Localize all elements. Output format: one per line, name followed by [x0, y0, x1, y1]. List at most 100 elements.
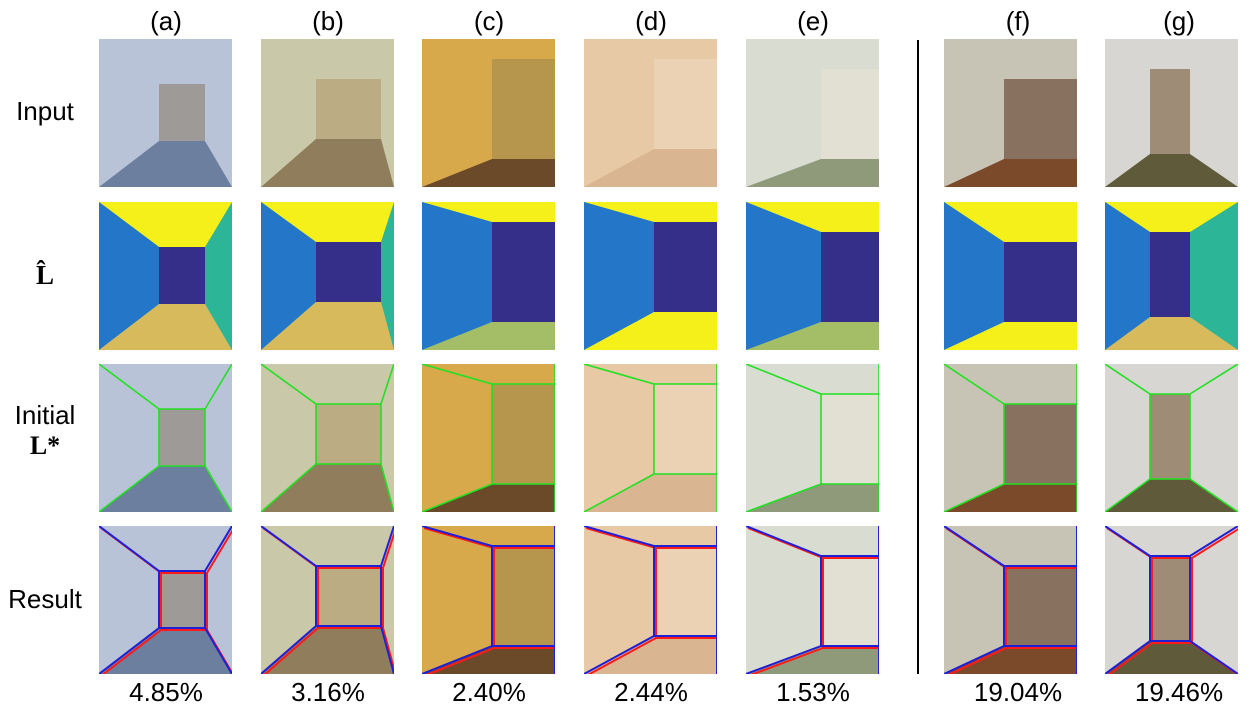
seg-ceiling [422, 202, 555, 222]
photo-back-wall [159, 84, 205, 141]
photo-back-wall [821, 69, 879, 159]
photo-back-wall [821, 394, 879, 484]
column-label-c: (c) [473, 6, 505, 36]
initial-layout-line [746, 364, 822, 395]
photo-floor [746, 159, 879, 187]
photo-floor [584, 149, 717, 187]
initial-layout-line [99, 465, 160, 512]
seg-front-wall [1150, 232, 1190, 317]
photo-floor [944, 484, 1077, 512]
predicted-layout-line [99, 526, 160, 572]
seg-ceiling [1105, 202, 1238, 232]
photo-floor [584, 636, 717, 674]
panel-lhat-e [746, 202, 879, 350]
initial-layout-line [204, 465, 232, 512]
ground-truth-line [426, 647, 495, 674]
photo-back-wall [1150, 394, 1190, 479]
seg-ceiling [944, 202, 1077, 242]
seg-floor [1105, 317, 1238, 350]
predicted-layout-line [422, 526, 493, 547]
photo-floor [584, 474, 717, 512]
photo-back-wall [1004, 404, 1077, 484]
panel-result-f [944, 526, 1077, 674]
panel-input-c [422, 39, 555, 187]
predicted-layout-line [944, 645, 1005, 674]
seg-left-wall [944, 202, 1004, 350]
photo-floor [422, 646, 555, 674]
seg-front-wall [821, 232, 879, 322]
seg-floor [746, 322, 879, 350]
photo-floor [422, 159, 555, 187]
panel-initial-g [1105, 364, 1238, 512]
photo-back-wall [1150, 556, 1190, 641]
photo-floor [422, 484, 555, 512]
ground-truth-line [750, 647, 824, 674]
photo-floor [261, 139, 394, 187]
predicted-layout-line [584, 526, 655, 547]
panel-input-b [261, 39, 394, 187]
panel-lhat-a [99, 202, 232, 350]
ground-truth-line [747, 527, 824, 559]
ground-truth-line [423, 527, 495, 549]
panel-initial-c [422, 364, 555, 512]
seg-front-wall [492, 222, 555, 322]
panel-lhat-g [1105, 202, 1238, 350]
ground-truth-line [1191, 528, 1238, 559]
column-label-e: (e) [797, 6, 829, 36]
error-g: 19.46% [1134, 677, 1224, 707]
column-label-g: (g) [1163, 6, 1195, 36]
photo-back-wall [654, 546, 717, 636]
column-label-f: (f) [1005, 6, 1031, 36]
seg-left-wall [584, 202, 654, 350]
seg-left-wall [1105, 202, 1150, 350]
predicted-layout-line [380, 625, 394, 674]
initial-layout-line [1189, 478, 1238, 512]
photo-floor [1105, 479, 1238, 512]
error-a: 4.85% [129, 677, 203, 707]
panel-initial-b [261, 364, 394, 512]
panel-lhat-b [261, 202, 394, 350]
panel-input-a [99, 39, 232, 187]
panel-result-d [584, 526, 717, 674]
row-label-initial-line2: L* [29, 431, 61, 460]
photo-back-wall [1004, 566, 1077, 646]
photo-back-wall [159, 571, 205, 628]
panel-lhat-d [584, 202, 717, 350]
column-divider [917, 40, 919, 674]
predicted-layout-line [1105, 526, 1151, 557]
panel-result-c [422, 526, 555, 674]
initial-layout-line [261, 364, 317, 405]
seg-front-wall [1004, 242, 1077, 322]
initial-layout-line [1189, 364, 1238, 395]
photo-floor [99, 628, 232, 674]
panel-initial-d [584, 364, 717, 512]
seg-left-wall [422, 202, 492, 350]
predicted-layout-line [99, 627, 160, 674]
photo-back-wall [159, 409, 205, 466]
initial-layout-line [584, 473, 655, 512]
seg-front-wall [654, 222, 717, 312]
photo-floor [99, 141, 232, 187]
initial-layout-line [422, 483, 493, 512]
seg-floor [99, 304, 232, 350]
photo-back-wall [654, 59, 717, 149]
initial-layout-line [746, 483, 822, 512]
error-e: 1.53% [776, 677, 850, 707]
seg-front-wall [159, 247, 205, 304]
photo-floor [944, 646, 1077, 674]
photo-floor [261, 626, 394, 674]
initial-layout-line [1105, 478, 1151, 512]
photo-back-wall [316, 79, 381, 139]
initial-layout-line [99, 364, 160, 410]
photo-back-wall [492, 59, 555, 159]
predicted-layout-line [204, 627, 232, 674]
initial-layout-line [380, 463, 394, 512]
error-b: 3.16% [291, 677, 365, 707]
seg-floor [261, 302, 394, 350]
panel-result-a [99, 526, 232, 674]
error-d: 2.44% [614, 677, 688, 707]
seg-ceiling [746, 202, 879, 232]
ground-truth-line [382, 627, 394, 673]
column-label-a: (a) [150, 6, 182, 36]
error-f: 19.04% [973, 677, 1063, 707]
